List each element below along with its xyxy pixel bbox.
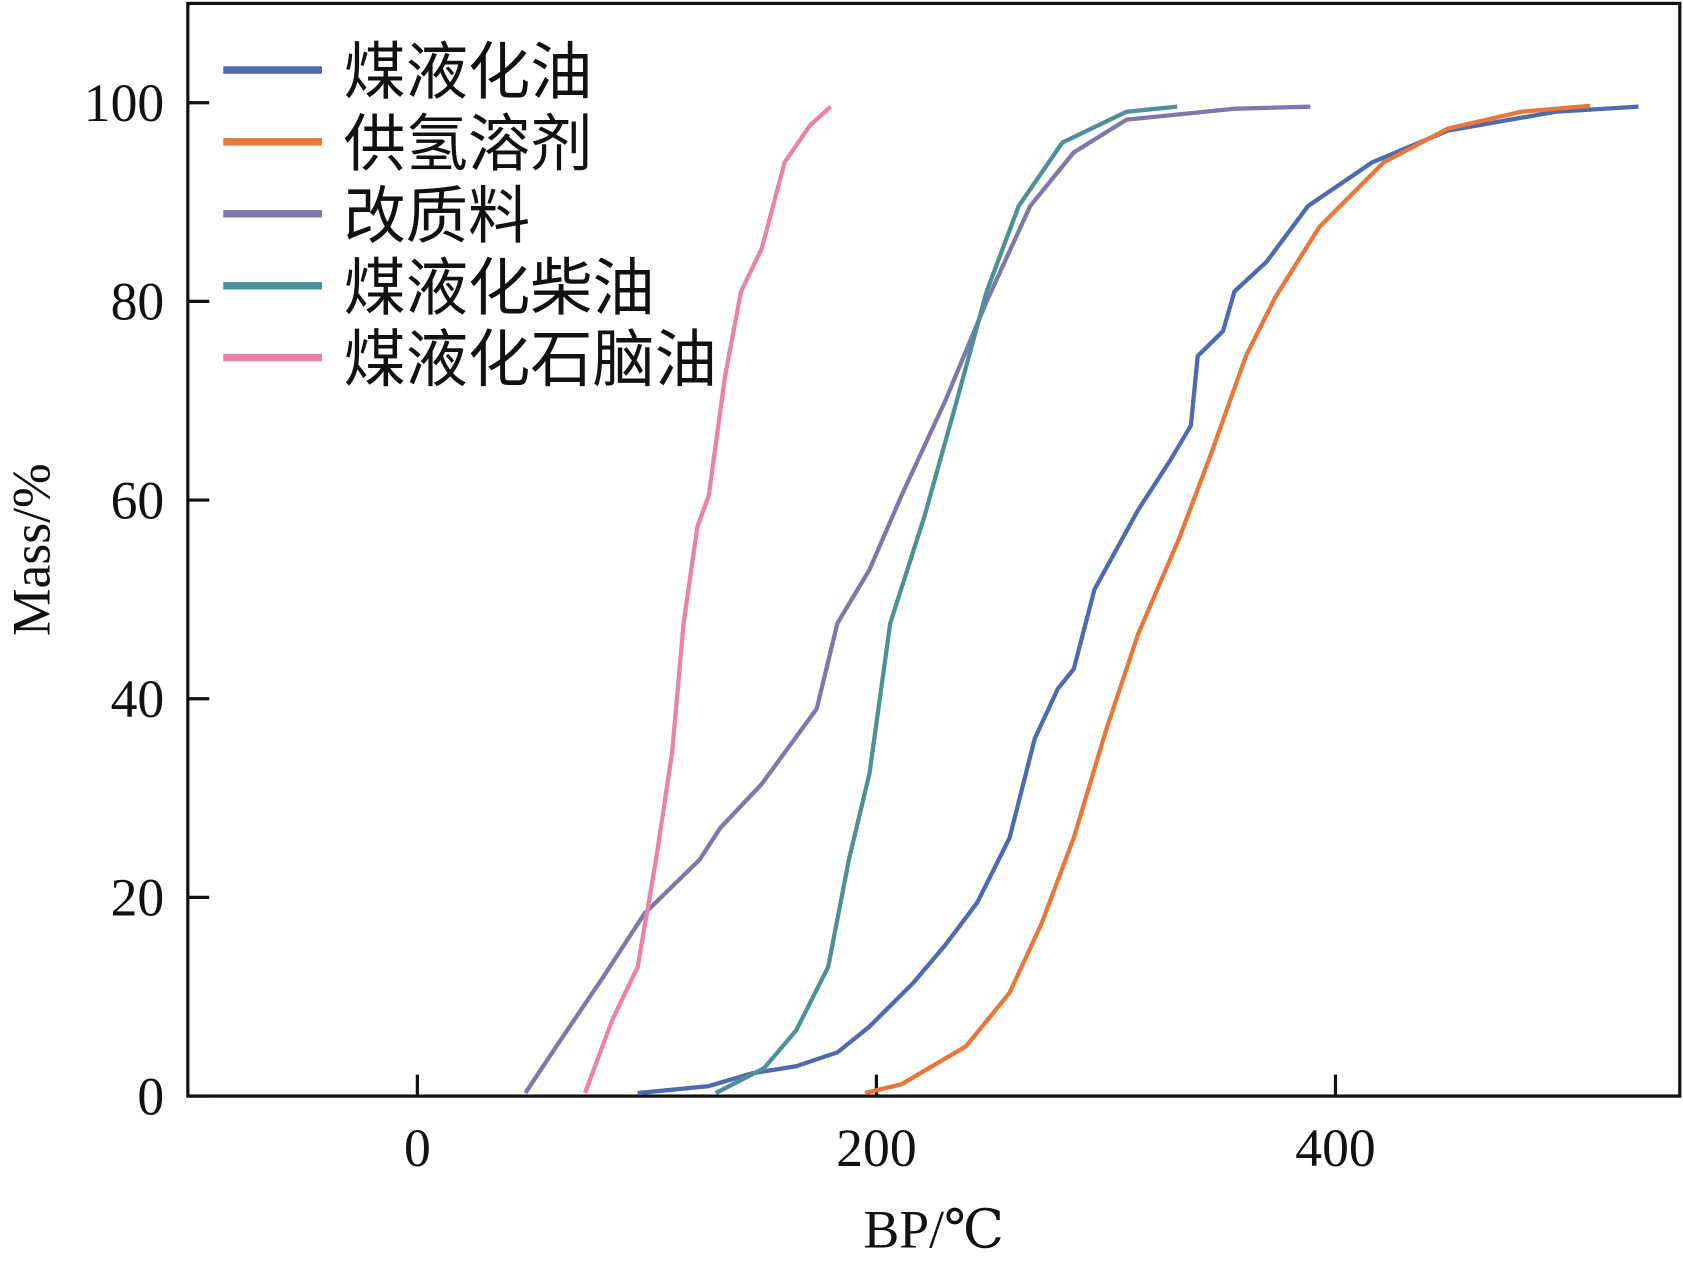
- legend-label: 供氢溶剂: [343, 111, 592, 179]
- legend-label: 煤液化柴油: [343, 255, 654, 323]
- legend-label: 改质料: [343, 183, 530, 251]
- series-line-3: [714, 104, 1178, 1095]
- x-tick-label: 200: [836, 1118, 916, 1178]
- y-tick-label: 40: [111, 669, 165, 729]
- y-tick-label: 20: [111, 868, 165, 928]
- x-tick-label: 0: [404, 1118, 431, 1178]
- series-line-2: [523, 104, 1311, 1095]
- y-tick-label: 0: [137, 1066, 164, 1126]
- y-axis-label: Mass/%: [1, 463, 61, 636]
- series-line-1: [864, 103, 1591, 1096]
- y-tick-label: 100: [84, 73, 164, 133]
- legend-label: 煤液化石脑油: [343, 327, 716, 395]
- series-line-4: [582, 105, 832, 1094]
- plot-frame: [186, 1, 1682, 1098]
- series-line-0: [637, 104, 1639, 1096]
- x-axis-label: BP/℃: [864, 1199, 1005, 1259]
- x-tick-label: 400: [1295, 1118, 1375, 1178]
- y-tick-label: 80: [111, 272, 165, 332]
- y-tick-label: 60: [111, 470, 165, 530]
- legend-label: 煤液化油: [343, 40, 592, 108]
